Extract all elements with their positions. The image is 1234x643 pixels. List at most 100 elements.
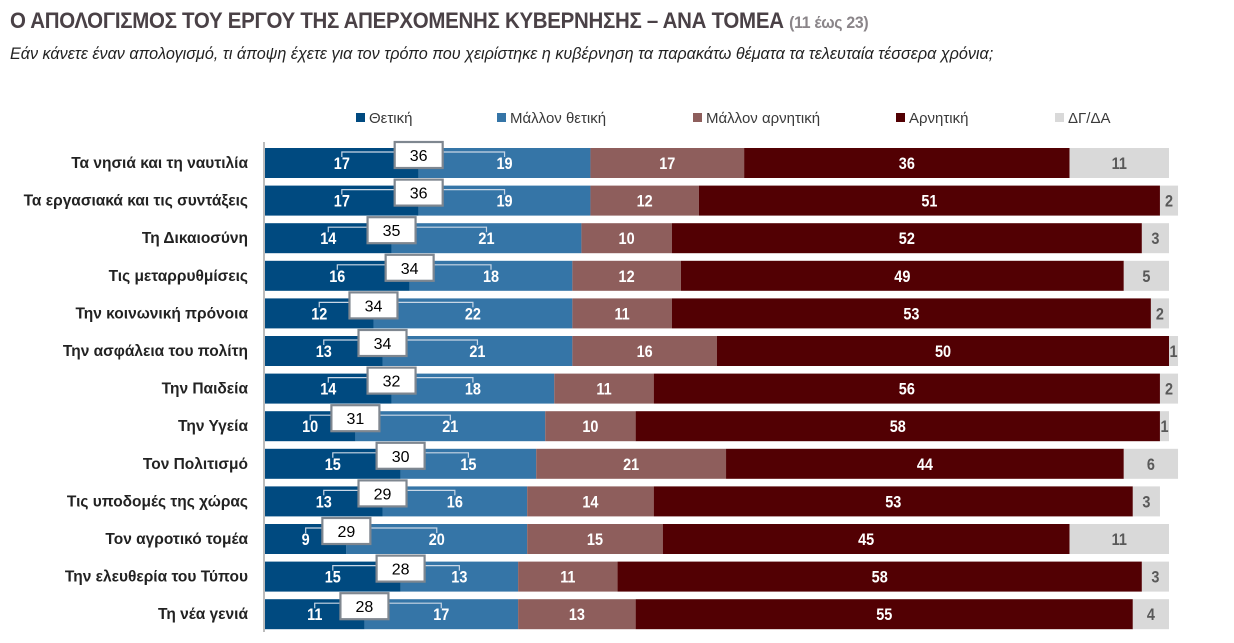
data-label: 20: [429, 531, 445, 549]
data-label: 21: [623, 456, 639, 474]
category-label: Τα εργασιακά και τις συντάξεις: [24, 193, 248, 210]
data-label: 12: [311, 305, 327, 323]
category-label: Την ελευθερία του Τύπου: [65, 569, 248, 586]
data-label: 15: [325, 569, 341, 587]
data-label: 6: [1147, 456, 1155, 474]
data-label: 49: [894, 268, 910, 286]
data-label: 10: [619, 230, 635, 248]
data-label: 50: [935, 343, 951, 361]
bar-segment: [653, 486, 1133, 517]
bar-segment: [671, 223, 1142, 254]
positive-total-label: 31: [347, 411, 365, 428]
category-label: Την Υγεία: [178, 418, 248, 435]
data-label: 16: [329, 268, 345, 286]
data-label: 3: [1142, 493, 1150, 511]
legend-swatch: [693, 113, 702, 122]
positive-total-box: 36: [393, 140, 444, 170]
data-label: 13: [316, 493, 332, 511]
data-label: 55: [876, 606, 892, 624]
total-box-frame: [321, 516, 372, 546]
data-label: 56: [899, 381, 915, 399]
bar-segment: [1123, 260, 1169, 291]
data-label: 21: [469, 343, 485, 361]
bar-row: Τα νησιά και τη ναυτιλία 17 19 17 36 11 36: [71, 140, 1169, 178]
category-label: Τα νησιά και τη ναυτιλία: [71, 155, 248, 172]
data-label: 21: [442, 418, 458, 436]
legend-swatch: [497, 113, 506, 122]
bar-segment: [518, 599, 636, 630]
bar-segment: [581, 223, 672, 254]
bar-segment: [698, 185, 1160, 216]
data-label: 2: [1165, 193, 1173, 211]
data-label: 11: [614, 305, 629, 323]
bar-segment: [635, 599, 1133, 630]
positive-total-label: 34: [374, 336, 392, 353]
data-label: 3: [1151, 230, 1159, 248]
total-box-frame: [366, 216, 417, 245]
data-label: 11: [1112, 531, 1127, 549]
bar-segment: [1069, 148, 1169, 178]
data-label: 3: [1151, 569, 1159, 587]
bar-segment: [1141, 223, 1169, 254]
legend-label: Μάλλον αρνητική: [706, 110, 820, 127]
bar-segment: [527, 524, 663, 554]
data-label: 14: [320, 230, 336, 248]
total-box-frame: [384, 253, 435, 282]
positive-total-label: 32: [383, 374, 401, 391]
data-label: 2: [1165, 381, 1173, 399]
legend-item: Μάλλον θετική: [497, 110, 606, 127]
positive-total-box: 34: [348, 291, 399, 320]
chart-title-note: (11 έως 23): [789, 13, 869, 32]
data-label: 15: [587, 531, 603, 549]
positive-total-box: 36: [393, 178, 444, 207]
positive-total-box: 28: [375, 554, 426, 583]
data-label: 11: [1112, 155, 1127, 173]
data-label: 19: [497, 155, 513, 173]
bar-row: Τον αγροτικό τομέα 9 20 15 45 11 29: [105, 516, 1169, 554]
positive-total-box: 29: [357, 479, 408, 508]
positive-total-label: 28: [392, 562, 410, 579]
total-box-frame: [393, 140, 444, 170]
data-label: 58: [890, 418, 906, 436]
legend-label: Μάλλον θετική: [510, 110, 606, 127]
positive-total-box: 28: [339, 592, 390, 621]
bar-row: Την ελευθερία του Τύπου 15 13 11 58 3 28: [65, 554, 1169, 592]
legend-label: Αρνητική: [909, 110, 968, 127]
bar-segment: [1141, 561, 1169, 592]
bar-segment: [590, 185, 699, 216]
bar-segment: [1159, 411, 1169, 442]
data-label: 5: [1142, 268, 1150, 286]
positive-total-box: 34: [384, 253, 435, 282]
bar-segment: [1123, 448, 1179, 479]
data-label: 13: [316, 343, 332, 361]
category-label: Την ασφάλεια του πολίτη: [63, 343, 248, 360]
category-label: Τις υποδομές της χώρας: [67, 493, 248, 510]
positive-total-label: 29: [374, 486, 392, 503]
bar-segment: [617, 561, 1142, 592]
bar-row: Την Υγεία 10 21 10 58 1 31: [178, 404, 1169, 442]
legend-swatch: [1055, 113, 1064, 122]
bar-segment: [572, 298, 672, 329]
data-label: 16: [447, 493, 463, 511]
legend: Θετική Μάλλον θετική Μάλλον αρνητική Αρνητι…: [356, 110, 1110, 127]
total-box-frame: [393, 178, 444, 207]
bar-segment: [662, 524, 1070, 554]
total-box-frame: [339, 592, 390, 621]
total-box-frame: [375, 441, 426, 470]
bar-segment: [572, 260, 681, 291]
positive-total-label: 28: [356, 599, 374, 616]
bar-row: Την ασφάλεια του πολίτη 13 21 16 50 1 34: [63, 328, 1179, 366]
data-label: 10: [582, 418, 598, 436]
positive-total-box: 34: [357, 328, 408, 358]
data-label: 13: [451, 569, 467, 587]
bar-segment: [717, 336, 1169, 366]
bar-segment: [590, 148, 745, 178]
bar-segment: [536, 448, 727, 479]
data-label: 45: [858, 531, 874, 549]
data-label: 17: [334, 193, 350, 211]
bar-segment: [653, 373, 1160, 404]
data-label: 53: [885, 493, 901, 511]
bar-segment: [744, 148, 1070, 178]
legend-label: ΔΓ/ΔΑ: [1068, 110, 1110, 127]
